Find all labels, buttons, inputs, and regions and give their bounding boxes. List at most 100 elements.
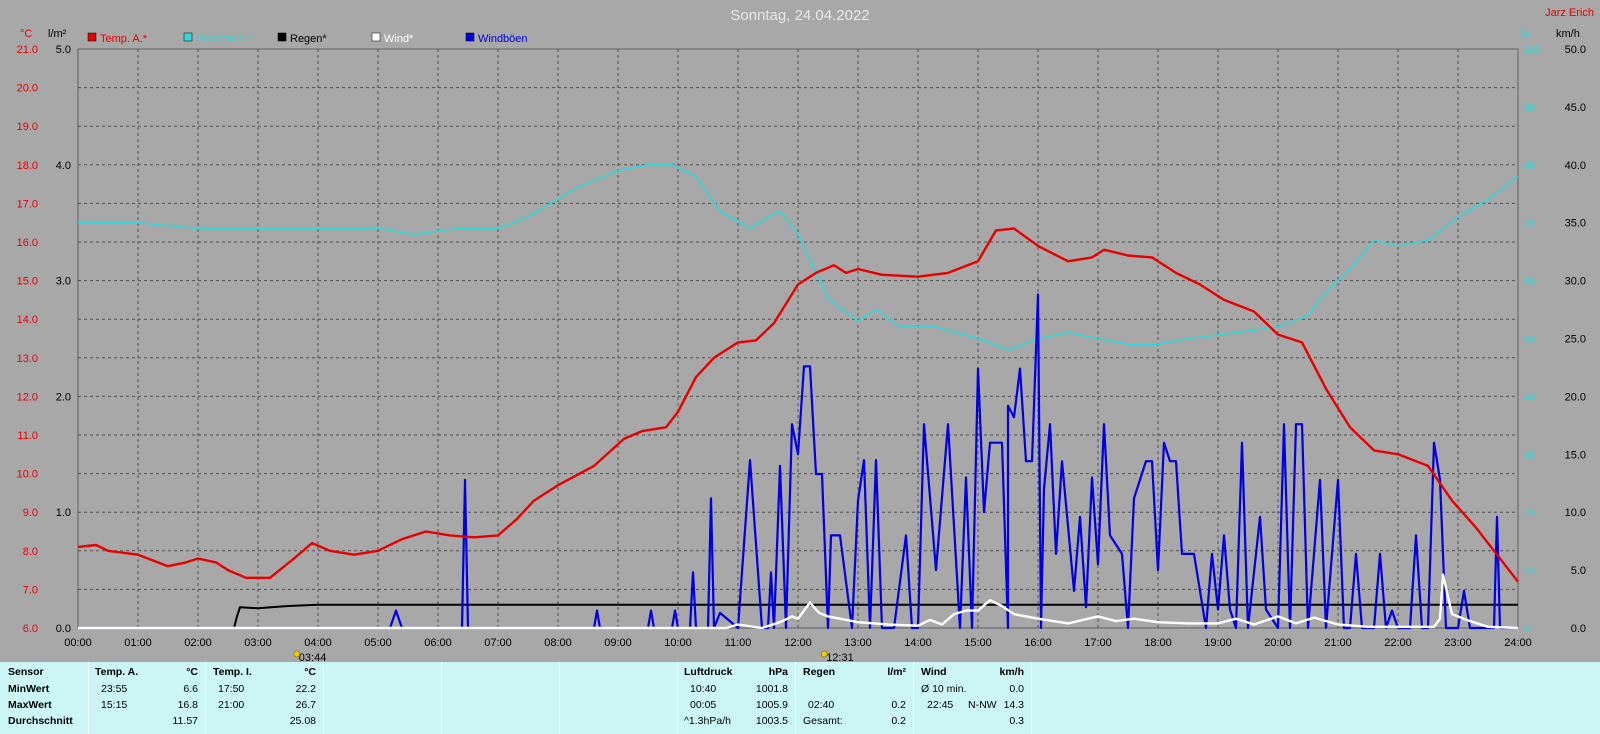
legend-label: Temp. A.* [100, 33, 148, 45]
x-tick-label: 24:00 [1504, 637, 1532, 649]
divider [913, 662, 914, 734]
humidity-axis-unit: % [1520, 28, 1530, 40]
rain-tick-label: 5.0 [56, 44, 71, 56]
wind-unit: km/h [999, 666, 1024, 678]
temp-i-unit: °C [304, 666, 316, 678]
legend-label: Regen* [290, 33, 327, 45]
humidity-tick-label: 0 [1524, 624, 1530, 635]
x-tick-label: 13:00 [844, 637, 872, 649]
series-line [78, 293, 1518, 630]
x-tick-label: 20:00 [1264, 637, 1292, 649]
temp-i-min-time: 17:50 [218, 683, 245, 695]
wind-tick-label: 10.0 [1565, 507, 1586, 519]
temp-tick-label: 15.0 [17, 276, 38, 288]
wind-avg-value: 0.0 [1009, 683, 1024, 695]
series-line [77, 227, 1519, 583]
series-line [78, 164, 1519, 351]
pressure-title: Luftdruck [684, 666, 733, 678]
x-tick-label: 10:00 [664, 637, 692, 649]
legend-swatch [183, 32, 193, 42]
sun-icon [293, 650, 301, 658]
temp-i-max: 26.7 [295, 699, 316, 711]
row-label-min: MinWert [8, 683, 50, 695]
pressure-min-time: 10:40 [690, 683, 717, 695]
wind-tick-label: 35.0 [1565, 218, 1586, 230]
divider [795, 662, 796, 734]
x-tick-label: 04:00 [304, 637, 332, 649]
x-tick-label: 12:00 [784, 637, 812, 649]
rain-max: 0.2 [891, 699, 906, 711]
divider [441, 662, 442, 734]
sun-icon [820, 650, 828, 658]
grid [77, 48, 1519, 629]
humidity-tick-label: 90 [1524, 103, 1536, 114]
legend-label: Feuchte A.* [196, 33, 254, 45]
humidity-tick-label: 80 [1524, 161, 1536, 172]
legend-swatch [465, 32, 475, 42]
x-tick-label: 02:00 [184, 637, 212, 649]
x-tick-label: 15:00 [964, 637, 992, 649]
rain-tick-label: 4.0 [56, 160, 71, 172]
temp-a-max-time: 15:15 [101, 699, 128, 711]
rain-title: Regen [803, 666, 836, 678]
legend-swatch [277, 32, 287, 42]
x-tick-label: 16:00 [1024, 637, 1052, 649]
x-tick-label: 21:00 [1324, 637, 1352, 649]
rain-unit: l/m² [887, 666, 906, 678]
sun-marker-label: 03:44 [299, 652, 327, 662]
temp-a-avg: 11.57 [172, 715, 199, 727]
x-tick-label: 03:00 [244, 637, 272, 649]
legend-swatch [371, 32, 381, 42]
sun-marker-label: 12:31 [826, 652, 854, 662]
x-tick-label: 01:00 [124, 637, 152, 649]
temp-i-max-time: 21:00 [218, 699, 245, 711]
temp-tick-label: 8.0 [23, 546, 38, 558]
humidity-tick-label: 10 [1524, 566, 1536, 577]
temp-a-unit: °C [186, 666, 198, 678]
rain-tick-label: 2.0 [56, 391, 71, 403]
wind-avg-label: Ø 10 min. [921, 683, 967, 695]
wind-title: Wind [921, 666, 947, 678]
divider [1031, 662, 1032, 734]
axes: 6.0 7.0 8.0 9.0 10.0 11.0 12.0 13.0 14.0 15.0 16.0… [17, 28, 1586, 649]
rain-max-time: 02:40 [808, 699, 835, 711]
series-layer [77, 164, 1519, 630]
divider [88, 662, 89, 734]
wind-tick-label: 5.0 [1571, 565, 1586, 577]
wind-mean: 0.3 [1009, 715, 1024, 727]
x-tick-label: 19:00 [1204, 637, 1232, 649]
x-tick-label: 14:00 [904, 637, 932, 649]
wind-axis-unit: km/h [1556, 28, 1580, 40]
temp-tick-label: 17.0 [17, 198, 38, 210]
chart-title: Sonntag, 24.04.2022 [730, 7, 869, 24]
divider [205, 662, 206, 734]
temp-tick-label: 10.0 [17, 469, 38, 481]
rain-tick-label: 1.0 [56, 507, 71, 519]
temp-i-min: 22.2 [295, 683, 316, 695]
temp-i-title: Temp. I. [213, 666, 252, 678]
wind-tick-label: 50.0 [1565, 44, 1586, 56]
pressure-unit: hPa [768, 666, 788, 678]
markers: 03:44 12:31 [293, 650, 854, 662]
legend-label: Windböen [478, 33, 528, 45]
legend-swatch [87, 32, 97, 42]
temp-tick-label: 12.0 [17, 391, 38, 403]
rain-axis-unit: l/m² [48, 28, 67, 40]
humidity-tick-label: 50 [1524, 335, 1536, 346]
x-tick-label: 07:00 [484, 637, 512, 649]
temp-i-avg: 25.08 [289, 715, 316, 727]
wind-max-dir: N-NW [968, 699, 997, 711]
temp-tick-label: 21.0 [17, 44, 38, 56]
pressure-min: 1001.8 [755, 683, 788, 695]
temp-tick-label: 16.0 [17, 237, 38, 249]
station-name: Jarz Erich [1545, 7, 1594, 19]
humidity-tick-label: 60 [1524, 277, 1536, 288]
row-label-max: MaxWert [8, 699, 52, 711]
wind-tick-label: 0.0 [1571, 623, 1586, 635]
weather-chart: Sonntag, 24.04.2022 Jarz Erich Temp. A.*… [17, 7, 1594, 662]
temp-a-min: 6.6 [183, 683, 198, 695]
x-tick-label: 23:00 [1444, 637, 1472, 649]
temp-axis-unit: °C [20, 28, 32, 40]
wind-max: 14.3 [1003, 699, 1024, 711]
divider [677, 662, 678, 734]
